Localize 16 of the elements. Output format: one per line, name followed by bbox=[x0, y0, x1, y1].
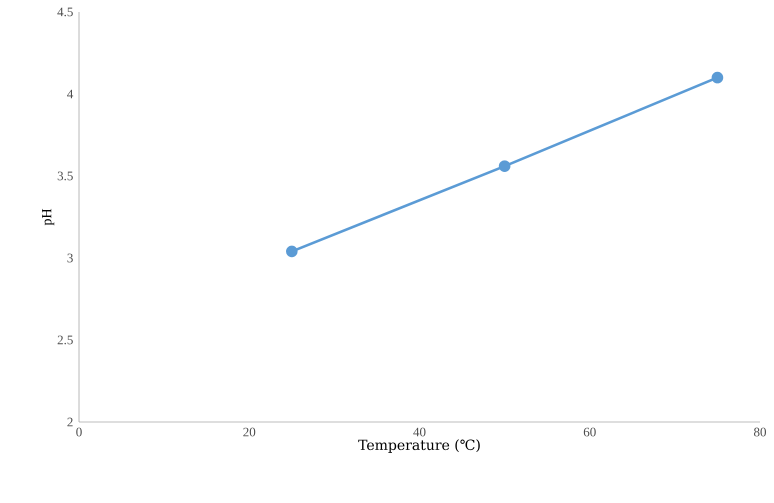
x-tick-label: 0 bbox=[76, 428, 82, 436]
x-tick-label: 60 bbox=[584, 428, 596, 436]
x-tick-label: 40 bbox=[413, 428, 426, 436]
point bbox=[498, 160, 510, 172]
y-tick-label: 4 bbox=[67, 90, 74, 98]
y-tick-label: 2.5 bbox=[58, 336, 73, 344]
point bbox=[712, 72, 724, 84]
y-tick-label: 3 bbox=[67, 254, 73, 262]
x-axis-title: Temperature (℃) bbox=[358, 439, 480, 453]
x-tick-label: 80 bbox=[754, 428, 766, 436]
point bbox=[286, 246, 298, 258]
y-tick-label: 3.5 bbox=[58, 172, 73, 180]
x-tick-label: 20 bbox=[243, 428, 256, 436]
y-tick-label: 4.5 bbox=[57, 8, 73, 16]
y-tick-label: 2 bbox=[67, 418, 73, 426]
y-axis-title: pH bbox=[42, 208, 54, 226]
